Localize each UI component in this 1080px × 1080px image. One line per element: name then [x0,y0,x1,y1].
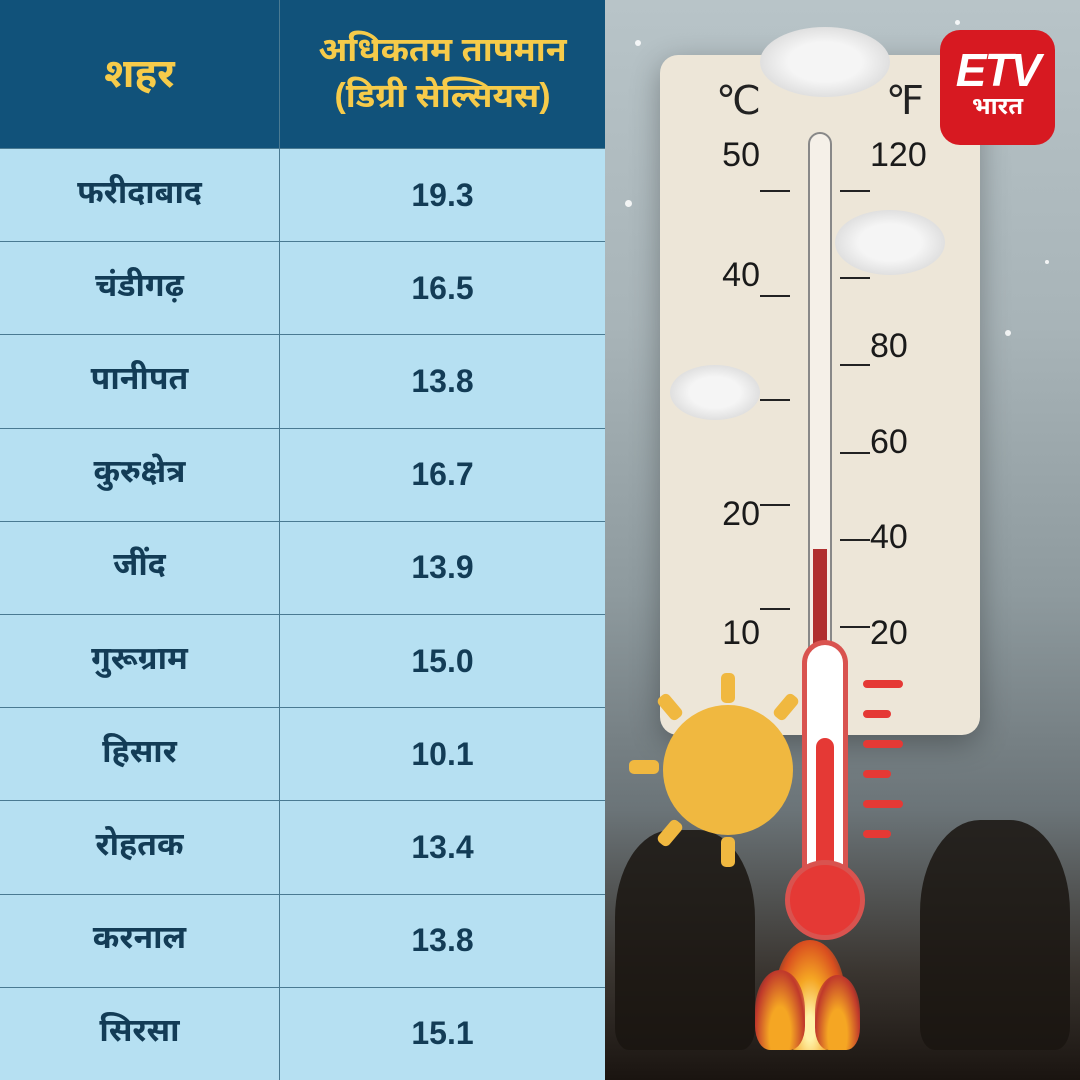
table-row: फरीदाबाद19.3 [0,148,605,241]
city-cell: फरीदाबाद [0,148,280,241]
city-cell: करनाल [0,894,280,987]
thermometer-icon [780,640,870,940]
table-row: पानीपत13.8 [0,334,605,427]
fahrenheit-label: ℉ [886,77,924,124]
celsius-label: ℃ [716,77,761,124]
table-row: चंडीगढ़16.5 [0,241,605,334]
celsius-tick: 10 [722,614,760,653]
flame [755,970,805,1050]
snow-clump [670,365,760,420]
table-row: सिरसा15.1 [0,987,605,1080]
table-row: करनाल13.8 [0,894,605,987]
snow-dot [1005,330,1011,336]
table-row: कुरुक्षेत्र16.7 [0,428,605,521]
snow-dot [1045,260,1049,264]
table-header-row: शहर अधिकतम तापमान(डिग्री सेल्सियस) [0,0,605,148]
table-row: गुरूग्राम15.0 [0,614,605,707]
temperature-table: शहर अधिकतम तापमान(डिग्री सेल्सियस) फरीदा… [0,0,605,1080]
temperature-cell: 13.9 [280,521,605,614]
snow-dot [625,200,632,207]
header-city: शहर [0,0,280,148]
sun-disc [663,705,793,835]
person-silhouette [920,820,1070,1050]
fahrenheit-tick: 60 [870,423,908,462]
temperature-cell: 15.0 [280,614,605,707]
header-max-temp: अधिकतम तापमान(डिग्री सेल्सियस) [280,0,605,148]
city-cell: सिरसा [0,987,280,1080]
table-row: रोहतक13.4 [0,800,605,893]
city-cell: गुरूग्राम [0,614,280,707]
fahrenheit-tick: 80 [870,327,908,366]
table-row: जींद13.9 [0,521,605,614]
celsius-tick: 50 [722,136,760,175]
temperature-cell: 13.8 [280,894,605,987]
city-cell: हिसार [0,707,280,800]
snow-dot [635,40,641,46]
fahrenheit-tick: 20 [870,614,908,653]
thermometer-tube [808,132,832,713]
background-thermometer: ℃ ℉ 5040302010 12010080604020 [660,55,980,735]
temperature-cell: 19.3 [280,148,605,241]
infographic-root: शहर अधिकतम तापमान(डिग्री सेल्सियस) फरीदा… [0,0,1080,1080]
thermometer-unit-labels: ℃ ℉ [688,77,952,124]
snow-dot [955,20,960,25]
logo-sub-text: भारत [972,92,1023,124]
city-cell: पानीपत [0,334,280,427]
snow-clump [835,210,945,275]
temperature-cell: 13.8 [280,334,605,427]
celsius-tick: 20 [722,495,760,534]
celsius-scale: 5040302010 [700,132,760,713]
decorative-image-panel: ℃ ℉ 5040302010 12010080604020 [605,0,1080,1080]
thermometer-icon-fill [816,738,834,878]
flame [815,975,860,1050]
temperature-cell: 16.5 [280,241,605,334]
temperature-cell: 13.4 [280,800,605,893]
city-cell: रोहतक [0,800,280,893]
fahrenheit-tick: 40 [870,518,908,557]
logo-main-text: ETV [956,51,1039,90]
etv-bharat-logo: ETV भारत [940,30,1055,145]
table-row: हिसार10.1 [0,707,605,800]
temperature-cell: 16.7 [280,428,605,521]
celsius-tick: 40 [722,256,760,295]
thermometer-icon-tube [802,640,848,878]
city-cell: जींद [0,521,280,614]
city-cell: चंडीगढ़ [0,241,280,334]
temperature-cell: 10.1 [280,707,605,800]
fahrenheit-tick: 120 [870,136,927,175]
temperature-cell: 15.1 [280,987,605,1080]
table-body: फरीदाबाद19.3चंडीगढ़16.5पानीपत13.8कुरुक्ष… [0,148,605,1080]
thermometer-icon-bulb [785,860,865,940]
city-cell: कुरुक्षेत्र [0,428,280,521]
